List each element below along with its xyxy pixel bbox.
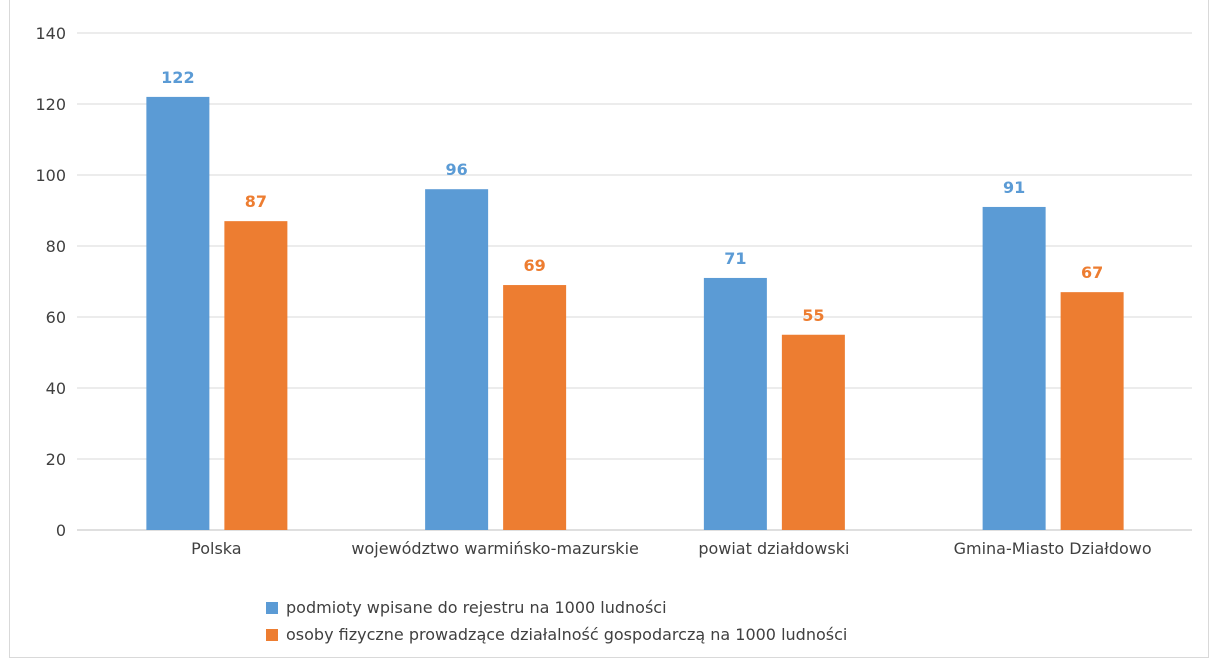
data-label-series-1: 71 bbox=[724, 249, 746, 268]
category-label: Gmina-Miasto Działdowo bbox=[954, 539, 1152, 558]
bar-series-1 bbox=[982, 206, 1046, 530]
bar-series-2 bbox=[781, 334, 845, 530]
data-label-series-2: 55 bbox=[802, 306, 824, 325]
y-tick-label: 100 bbox=[35, 166, 66, 185]
data-label-series-1: 91 bbox=[1003, 178, 1025, 197]
y-tick-label: 80 bbox=[46, 237, 66, 256]
bar-series-1 bbox=[146, 96, 210, 531]
legend-label-series-2: osoby fizyczne prowadzące działalność go… bbox=[286, 625, 848, 644]
bar-series-1 bbox=[703, 277, 767, 530]
bar-series-1 bbox=[425, 189, 489, 530]
data-label-series-1: 96 bbox=[445, 160, 467, 179]
y-tick-label: 60 bbox=[46, 308, 66, 327]
y-tick-label: 20 bbox=[46, 450, 66, 469]
bar-series-2 bbox=[1060, 292, 1124, 530]
data-label-series-2: 87 bbox=[245, 192, 267, 211]
legend-item-series-2: osoby fizyczne prowadzące działalność go… bbox=[266, 621, 847, 648]
legend-swatch-series-1 bbox=[266, 601, 278, 614]
data-label-series-2: 67 bbox=[1081, 263, 1103, 282]
legend-item-series-1: podmioty wpisane do rejestru na 1000 lud… bbox=[266, 594, 847, 621]
category-label: powiat działdowski bbox=[698, 539, 849, 558]
y-tick-label: 140 bbox=[35, 24, 66, 43]
legend-label-series-1: podmioty wpisane do rejestru na 1000 lud… bbox=[286, 598, 667, 617]
y-tick-label: 0 bbox=[56, 521, 66, 540]
category-label: województwo warmińsko-mazurskie bbox=[351, 539, 638, 558]
legend-swatch-series-2 bbox=[266, 628, 278, 641]
bar-series-2 bbox=[224, 221, 288, 530]
y-tick-label: 40 bbox=[46, 379, 66, 398]
legend: podmioty wpisane do rejestru na 1000 lud… bbox=[266, 594, 847, 648]
category-label: Polska bbox=[191, 539, 241, 558]
data-label-series-2: 69 bbox=[523, 256, 545, 275]
data-label-series-1: 122 bbox=[161, 68, 194, 87]
bar-series-2 bbox=[503, 285, 567, 530]
y-tick-label: 120 bbox=[35, 95, 66, 114]
